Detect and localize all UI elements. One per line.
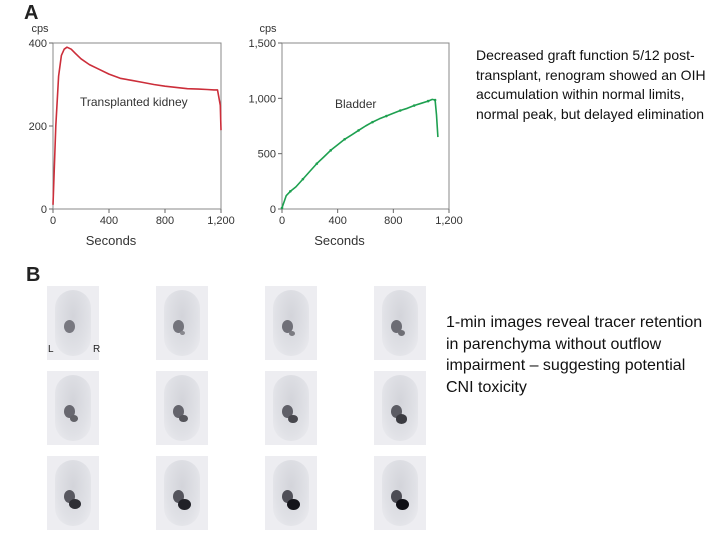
caption-graft-function: Decreased graft function 5/12 post-trans… [476, 47, 706, 122]
kidney-uptake-blob [282, 490, 293, 503]
panel-b-label: B [26, 264, 41, 286]
bladder-uptake-blob [179, 414, 188, 423]
series-point [289, 189, 292, 193]
scan-frame [265, 456, 317, 530]
bladder-uptake-blob [70, 415, 79, 422]
series-label-kidney: Transplanted kidney [80, 95, 188, 109]
scan-frame [374, 286, 426, 360]
series-point [343, 137, 346, 141]
y-tick-label: 0 [270, 204, 276, 216]
scan-frame [374, 456, 426, 530]
bladder-uptake-blob [180, 330, 186, 335]
chart-bladder: 0 400 800 1,200 0 500 1,000 1,500 cps Seconds Blad… [248, 23, 462, 248]
series-point [280, 206, 284, 210]
series-line-bladder [281, 98, 439, 209]
scan-frame [265, 286, 317, 360]
scan-frame [47, 456, 99, 530]
x-tick-label: 1,200 [207, 215, 235, 227]
bladder-uptake-blob [286, 498, 300, 510]
scan-frame [156, 371, 208, 445]
scan-frame [156, 456, 208, 530]
scan-frame [47, 286, 99, 360]
x-axis-title: Seconds [86, 233, 137, 248]
kidney-uptake-blob [173, 320, 184, 333]
series-point [357, 129, 360, 132]
x-axis-title: Seconds [314, 233, 365, 248]
bladder-uptake-blob [177, 498, 191, 510]
scan-frame [265, 371, 317, 445]
series-point [315, 162, 319, 165]
series-point [371, 120, 374, 124]
scan-frame [156, 286, 208, 360]
series-point [385, 114, 388, 118]
y-axis-unit-label: cps [31, 23, 49, 35]
kidney-uptake-blob [391, 405, 402, 418]
caption-tracer-retention: 1-min images reveal tracer retention in … [446, 314, 703, 396]
x-tick-label: 800 [384, 215, 402, 227]
scan-frame [374, 371, 426, 445]
orientation-right-label: R [93, 344, 101, 355]
kidney-uptake-blob [173, 490, 184, 503]
series-line-kidney [52, 46, 222, 205]
series-point [329, 149, 333, 152]
bladder-uptake-blob [289, 330, 295, 336]
chart-frame [52, 42, 222, 210]
y-tick-label: 1,500 [248, 38, 276, 50]
series-point [433, 98, 437, 102]
series-label-bladder: Bladder [335, 97, 376, 111]
bladder-uptake-blob [287, 414, 298, 423]
bladder-uptake-blob [395, 498, 409, 510]
chart-kidney: 0 400 800 1,200 0 200 400 cps Seconds Transplante… [29, 23, 235, 248]
y-tick-label: 400 [29, 38, 47, 50]
kidney-uptake-blob [391, 490, 402, 503]
x-tick-label: 0 [279, 215, 285, 227]
y-axis-unit-label: cps [259, 23, 277, 35]
bladder-uptake-blob [396, 414, 408, 424]
y-tick-label: 200 [29, 121, 47, 133]
y-tick-label: 0 [41, 204, 47, 216]
scan-frame [47, 371, 99, 445]
bladder-uptake-blob [397, 330, 405, 337]
y-tick-label: 500 [258, 149, 276, 161]
kidney-uptake-blob [282, 320, 293, 333]
chart-frame [281, 42, 450, 210]
kidney-uptake-blob [391, 320, 402, 333]
x-tick-label: 0 [50, 215, 56, 227]
kidney-uptake-blob [64, 405, 75, 418]
bladder-uptake-blob [69, 499, 81, 510]
y-tick-label: 1,000 [248, 93, 276, 105]
series-point [301, 177, 305, 181]
x-tick-label: 1,200 [435, 215, 463, 227]
x-tick-label: 400 [328, 215, 346, 227]
x-tick-label: 400 [100, 215, 118, 227]
x-tick-label: 800 [156, 215, 174, 227]
series-point [426, 99, 430, 103]
orientation-left-label: L [48, 344, 54, 355]
series-point [398, 109, 402, 112]
kidney-uptake-blob [282, 405, 293, 418]
series-point [412, 104, 416, 107]
kidney-uptake-blob [173, 405, 184, 418]
kidney-uptake-blob [64, 490, 75, 503]
kidney-uptake-blob [64, 320, 75, 333]
panel-a-label: A [24, 2, 39, 24]
